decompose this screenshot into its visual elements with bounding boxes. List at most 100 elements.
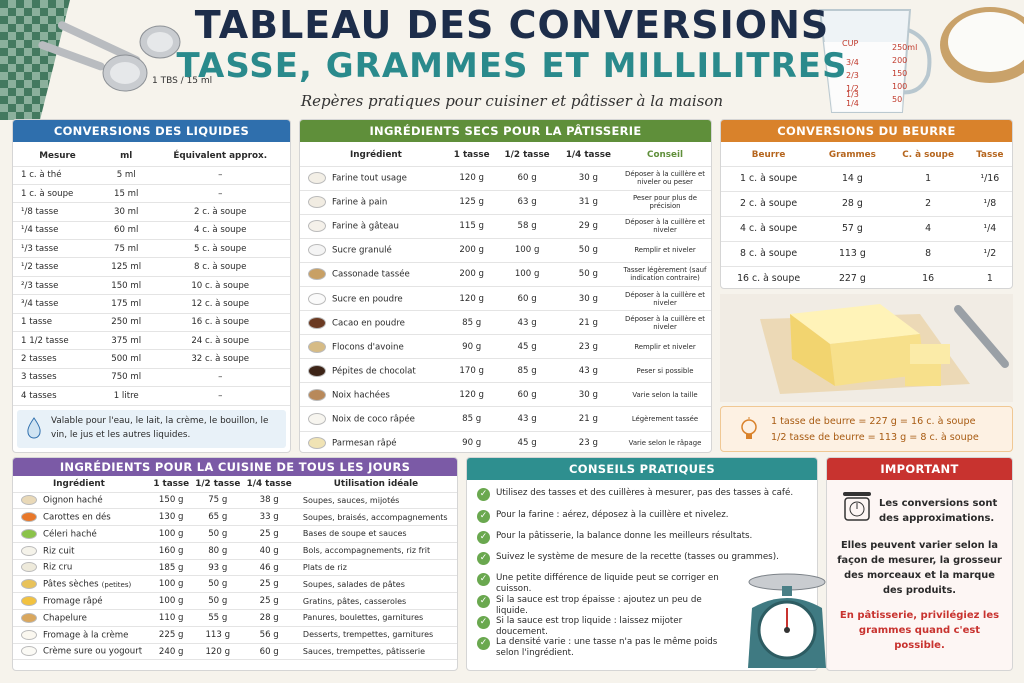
table-cell: 43 g: [496, 310, 558, 336]
tip-text: La densité varie : une tasse n'a pas le …: [496, 637, 718, 658]
tip-item: ✓ Pour la farine : aérez, déposez à la cu…: [477, 510, 809, 523]
table-cell: Varie selon le râpage: [619, 431, 711, 452]
table-cell: 160 g: [150, 542, 193, 560]
liquids-note: Valable pour l'eau, le lait, la crème, l…: [17, 410, 286, 448]
table-row: Riz cuit 160 g 80 g 40 g Bols, accompagnemen…: [13, 542, 457, 560]
table-row: Noix de coco râpée 85 g 43 g 21 g Légèrement…: [300, 406, 711, 432]
table-cell: –: [150, 184, 290, 204]
ingredient-name: Parmesan râpé: [332, 438, 397, 449]
liquids-title: CONVERSIONS DES LIQUIDES: [13, 120, 290, 142]
table-cell: Farine à pain: [300, 190, 447, 215]
table-cell: Noix hachées: [300, 382, 447, 408]
table-cell: Pépites de chocolat: [300, 358, 447, 384]
table-cell: 43 g: [496, 406, 558, 432]
ingredient-name: Cacao en poudre: [332, 318, 405, 329]
table-row: Oignon haché 150 g 75 g 38 g Soupes, sauces,…: [13, 492, 457, 510]
table-row: 2 tasses 500 ml 32 c. à soupe: [13, 349, 290, 369]
table-cell: 75 g: [192, 492, 244, 510]
liquids-note-text: Valable pour l'eau, le lait, la crème, l…: [51, 416, 269, 440]
table-cell: 500 ml: [102, 349, 151, 369]
table-row: Parmesan râpé 90 g 45 g 23 g Varie selon le …: [300, 431, 711, 452]
table-cell: 25 g: [243, 592, 295, 611]
table-cell: 43 g: [557, 358, 619, 384]
cup-mark-1-4: 1/4: [846, 99, 859, 108]
ingredient-bowl-icon: [308, 172, 326, 185]
table-cell: Cacao en poudre: [300, 310, 447, 336]
table-cell: Sauces, trempettes, pâtisserie: [294, 643, 457, 661]
table-cell: Peser si possible: [619, 358, 711, 384]
table-cell: 113 g: [816, 241, 889, 267]
table-cell: Sucre granulé: [300, 238, 447, 263]
cup-mark-50: 50: [892, 95, 902, 104]
table-cell: Déposer à la cuillère et niveler: [619, 286, 711, 312]
table-cell: 250 ml: [102, 313, 151, 333]
table-cell: 120 g: [446, 166, 497, 191]
table-row: Fromage à la crème 225 g 113 g 56 g Desserts…: [13, 626, 457, 644]
butter-table: Beurre Grammes C. à soupe Tasse 1 c. à s…: [721, 144, 1012, 288]
table-cell: 375 ml: [102, 331, 151, 351]
ingredient-bowl-icon: [308, 292, 326, 305]
table-cell: ¹/2: [967, 241, 1012, 267]
table-cell: 2: [888, 191, 968, 217]
ingredient-bowl-icon: [308, 196, 326, 209]
table-cell: Farine à gâteau: [300, 214, 447, 239]
table-row: 1 c. à thé 5 ml –: [13, 166, 290, 185]
table-cell: Remplir et niveler: [619, 238, 711, 263]
table-cell: 50 g: [192, 592, 244, 611]
table-cell: Bases de soupe et sauces: [294, 525, 457, 543]
table-cell: Noix de coco râpée: [300, 406, 447, 432]
cup-mark-100: 100: [892, 82, 907, 91]
table-cell: 85 g: [446, 310, 497, 336]
ingredient-name: Chapelure: [43, 613, 87, 624]
ingredient-bowl-icon: [308, 220, 326, 233]
table-cell: Pâtes sèches (petites): [13, 575, 151, 594]
col-header: 1/4 tasse: [557, 144, 619, 167]
tip-item: ✓ La densité varie : une tasse n'a pas le…: [477, 637, 721, 659]
col-header: Tasse: [967, 144, 1012, 167]
table-row: Carottes en dés 130 g 65 g 33 g Soupes, brai…: [13, 508, 457, 527]
liquids-table: Mesure ml Équivalent approx. 1 c. à thé 5…: [13, 146, 290, 406]
table-cell: 32 c. à soupe: [150, 349, 290, 369]
check-icon: ✓: [477, 510, 490, 523]
table-cell: Riz cuit: [13, 542, 151, 560]
ingredient-bowl-icon: [308, 364, 326, 377]
butter-block-icon: [720, 294, 1013, 402]
table-row: Sucre granulé 200 g 100 g 50 g Remplir et ni…: [300, 238, 711, 263]
table-cell: Tasser légèrement (sauf indication contr…: [619, 262, 711, 287]
table-row: 4 tasses 1 litre –: [13, 386, 290, 406]
check-icon: ✓: [477, 552, 490, 565]
table-cell: 100 g: [150, 575, 193, 594]
ingredient-bowl-icon: [308, 244, 326, 257]
ingredient-bowl-icon: [308, 316, 326, 329]
table-cell: 4 c. à soupe: [150, 221, 290, 241]
tip-text: Pour la farine : aérez, déposez à la cui…: [496, 510, 729, 520]
table-cell: ¹/2 tasse: [13, 257, 102, 277]
spoon-label: 1 TBS / 15 ml: [152, 76, 213, 86]
table-cell: 21 g: [557, 406, 619, 432]
water-drop-icon: [27, 417, 41, 439]
table-row: Chapelure 110 g 55 g 28 g Panures, boulettes…: [13, 609, 457, 627]
table-cell: 33 g: [243, 508, 295, 527]
ingredient-name: Oignon haché: [43, 495, 103, 506]
table-cell: 150 g: [150, 492, 193, 510]
table-cell: 1 c. à thé: [13, 166, 102, 185]
table-cell: 100 g: [150, 525, 193, 543]
cup-mark-1-3: 1/3: [846, 90, 859, 99]
table-cell: Céleri haché: [13, 525, 151, 543]
ingredient-name: Céleri haché: [43, 529, 97, 540]
page-subtitle: Repères pratiques pour cuisiner et pâtis…: [300, 92, 724, 110]
table-row: 4 c. à soupe 57 g 4 ¹/4: [721, 216, 1012, 242]
col-header: Beurre: [721, 144, 817, 167]
table-cell: 170 g: [446, 358, 497, 384]
table-cell: 30 ml: [102, 202, 151, 222]
col-header: 1/4 tasse: [243, 476, 295, 493]
table-cell: 58 g: [496, 214, 558, 239]
ingredient-bowl-icon: [308, 268, 326, 281]
table-cell: 1: [888, 166, 968, 192]
table-cell: 45 g: [496, 431, 558, 452]
ingredient-name: Farine à pain: [332, 197, 388, 208]
ingredient-name: Farine tout usage: [332, 173, 407, 184]
table-cell: 31 g: [557, 190, 619, 215]
table-cell: 2 tasses: [13, 349, 102, 369]
table-cell: Remplir et niveler: [619, 334, 711, 360]
